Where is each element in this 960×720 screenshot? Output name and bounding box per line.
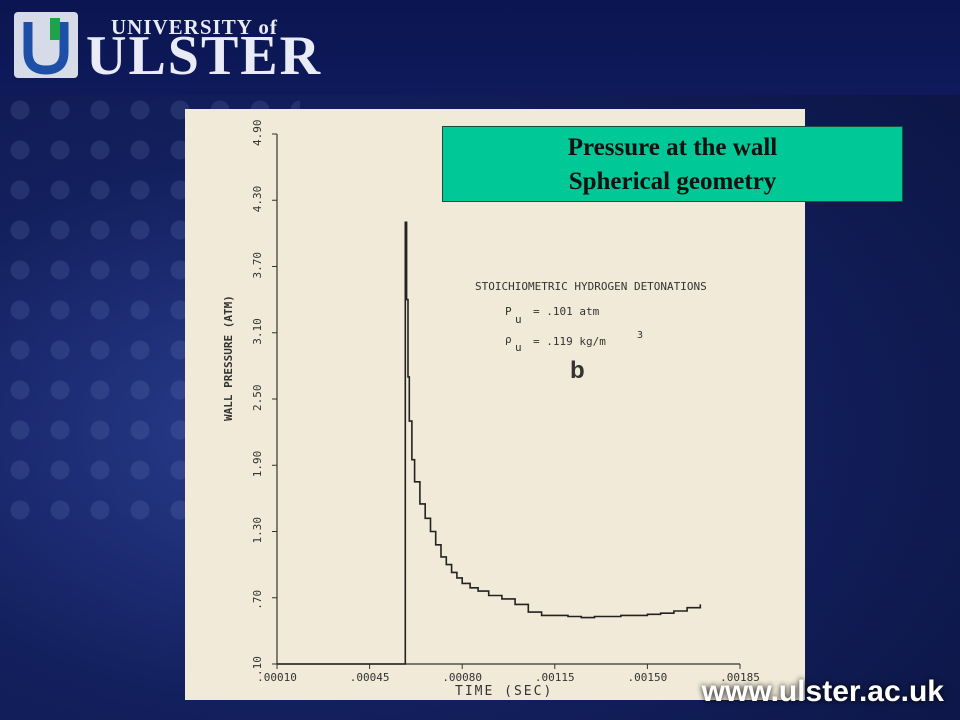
x-axis-label: TIME (SEC)	[455, 684, 553, 699]
y-tick-label: 4.30	[251, 186, 264, 213]
logo-emblem-icon	[14, 12, 78, 78]
logo-university-text: UNIVERSITY of	[111, 15, 278, 39]
y-tick-label: .10	[251, 656, 264, 676]
logo-ulster-text: ULSTER	[86, 25, 323, 87]
x-tick-label: .00185	[720, 671, 760, 684]
callout-line-2: Spherical geometry	[568, 168, 777, 195]
annotation-density-symbol: ρ	[505, 333, 512, 346]
pressure-chart: .10 .70 1.30 1.90 2.50 3.10 3.70 4.30 4.90 .0001…	[222, 120, 760, 700]
y-tick-label: 1.90	[251, 451, 264, 478]
annotation-panel-letter: b	[570, 357, 585, 384]
footer-url[interactable]: www.ulster.ac.uk	[701, 675, 944, 708]
x-tick-label: .00150	[628, 671, 668, 684]
annotation-heading: STOICHIOMETRIC HYDROGEN DETONATIONS	[475, 280, 707, 293]
annotation-density-subscript: u	[515, 341, 522, 354]
pressure-series-line	[277, 221, 702, 665]
university-logo: UNIVERSITY of ULSTER	[14, 12, 330, 86]
annotation-pressure-subscript: u	[515, 313, 522, 326]
y-tick-label: .70	[251, 590, 264, 610]
y-tick-label: 3.70	[251, 252, 264, 279]
callout-line-1: Pressure at the wall	[567, 134, 778, 161]
x-tick-label: .00115	[535, 671, 575, 684]
chart-title-callout: Pressure at the wall Spherical geometry	[442, 126, 903, 202]
annotation-pressure-symbol: P	[505, 305, 512, 318]
annotation-density-exponent: 3	[637, 330, 643, 341]
y-axis-label: WALL PRESSURE (ATM)	[222, 295, 235, 421]
y-tick-label: 4.90	[251, 120, 264, 147]
annotation-density-value: = .119 kg/m	[533, 335, 606, 348]
scanned-chart: .10 .70 1.30 1.90 2.50 3.10 3.70 4.30 4.90 .0001…	[185, 109, 805, 700]
x-tick-label: .00010	[257, 671, 297, 684]
x-tick-label: .00080	[442, 671, 482, 684]
annotation-pressure-value: = .101 atm	[533, 305, 600, 318]
y-tick-label: 3.10	[251, 318, 264, 345]
x-tick-label: .00045	[350, 671, 390, 684]
header-banner: UNIVERSITY of ULSTER	[0, 0, 960, 95]
y-tick-label: 1.30	[251, 517, 264, 544]
y-tick-label: 2.50	[251, 385, 264, 412]
